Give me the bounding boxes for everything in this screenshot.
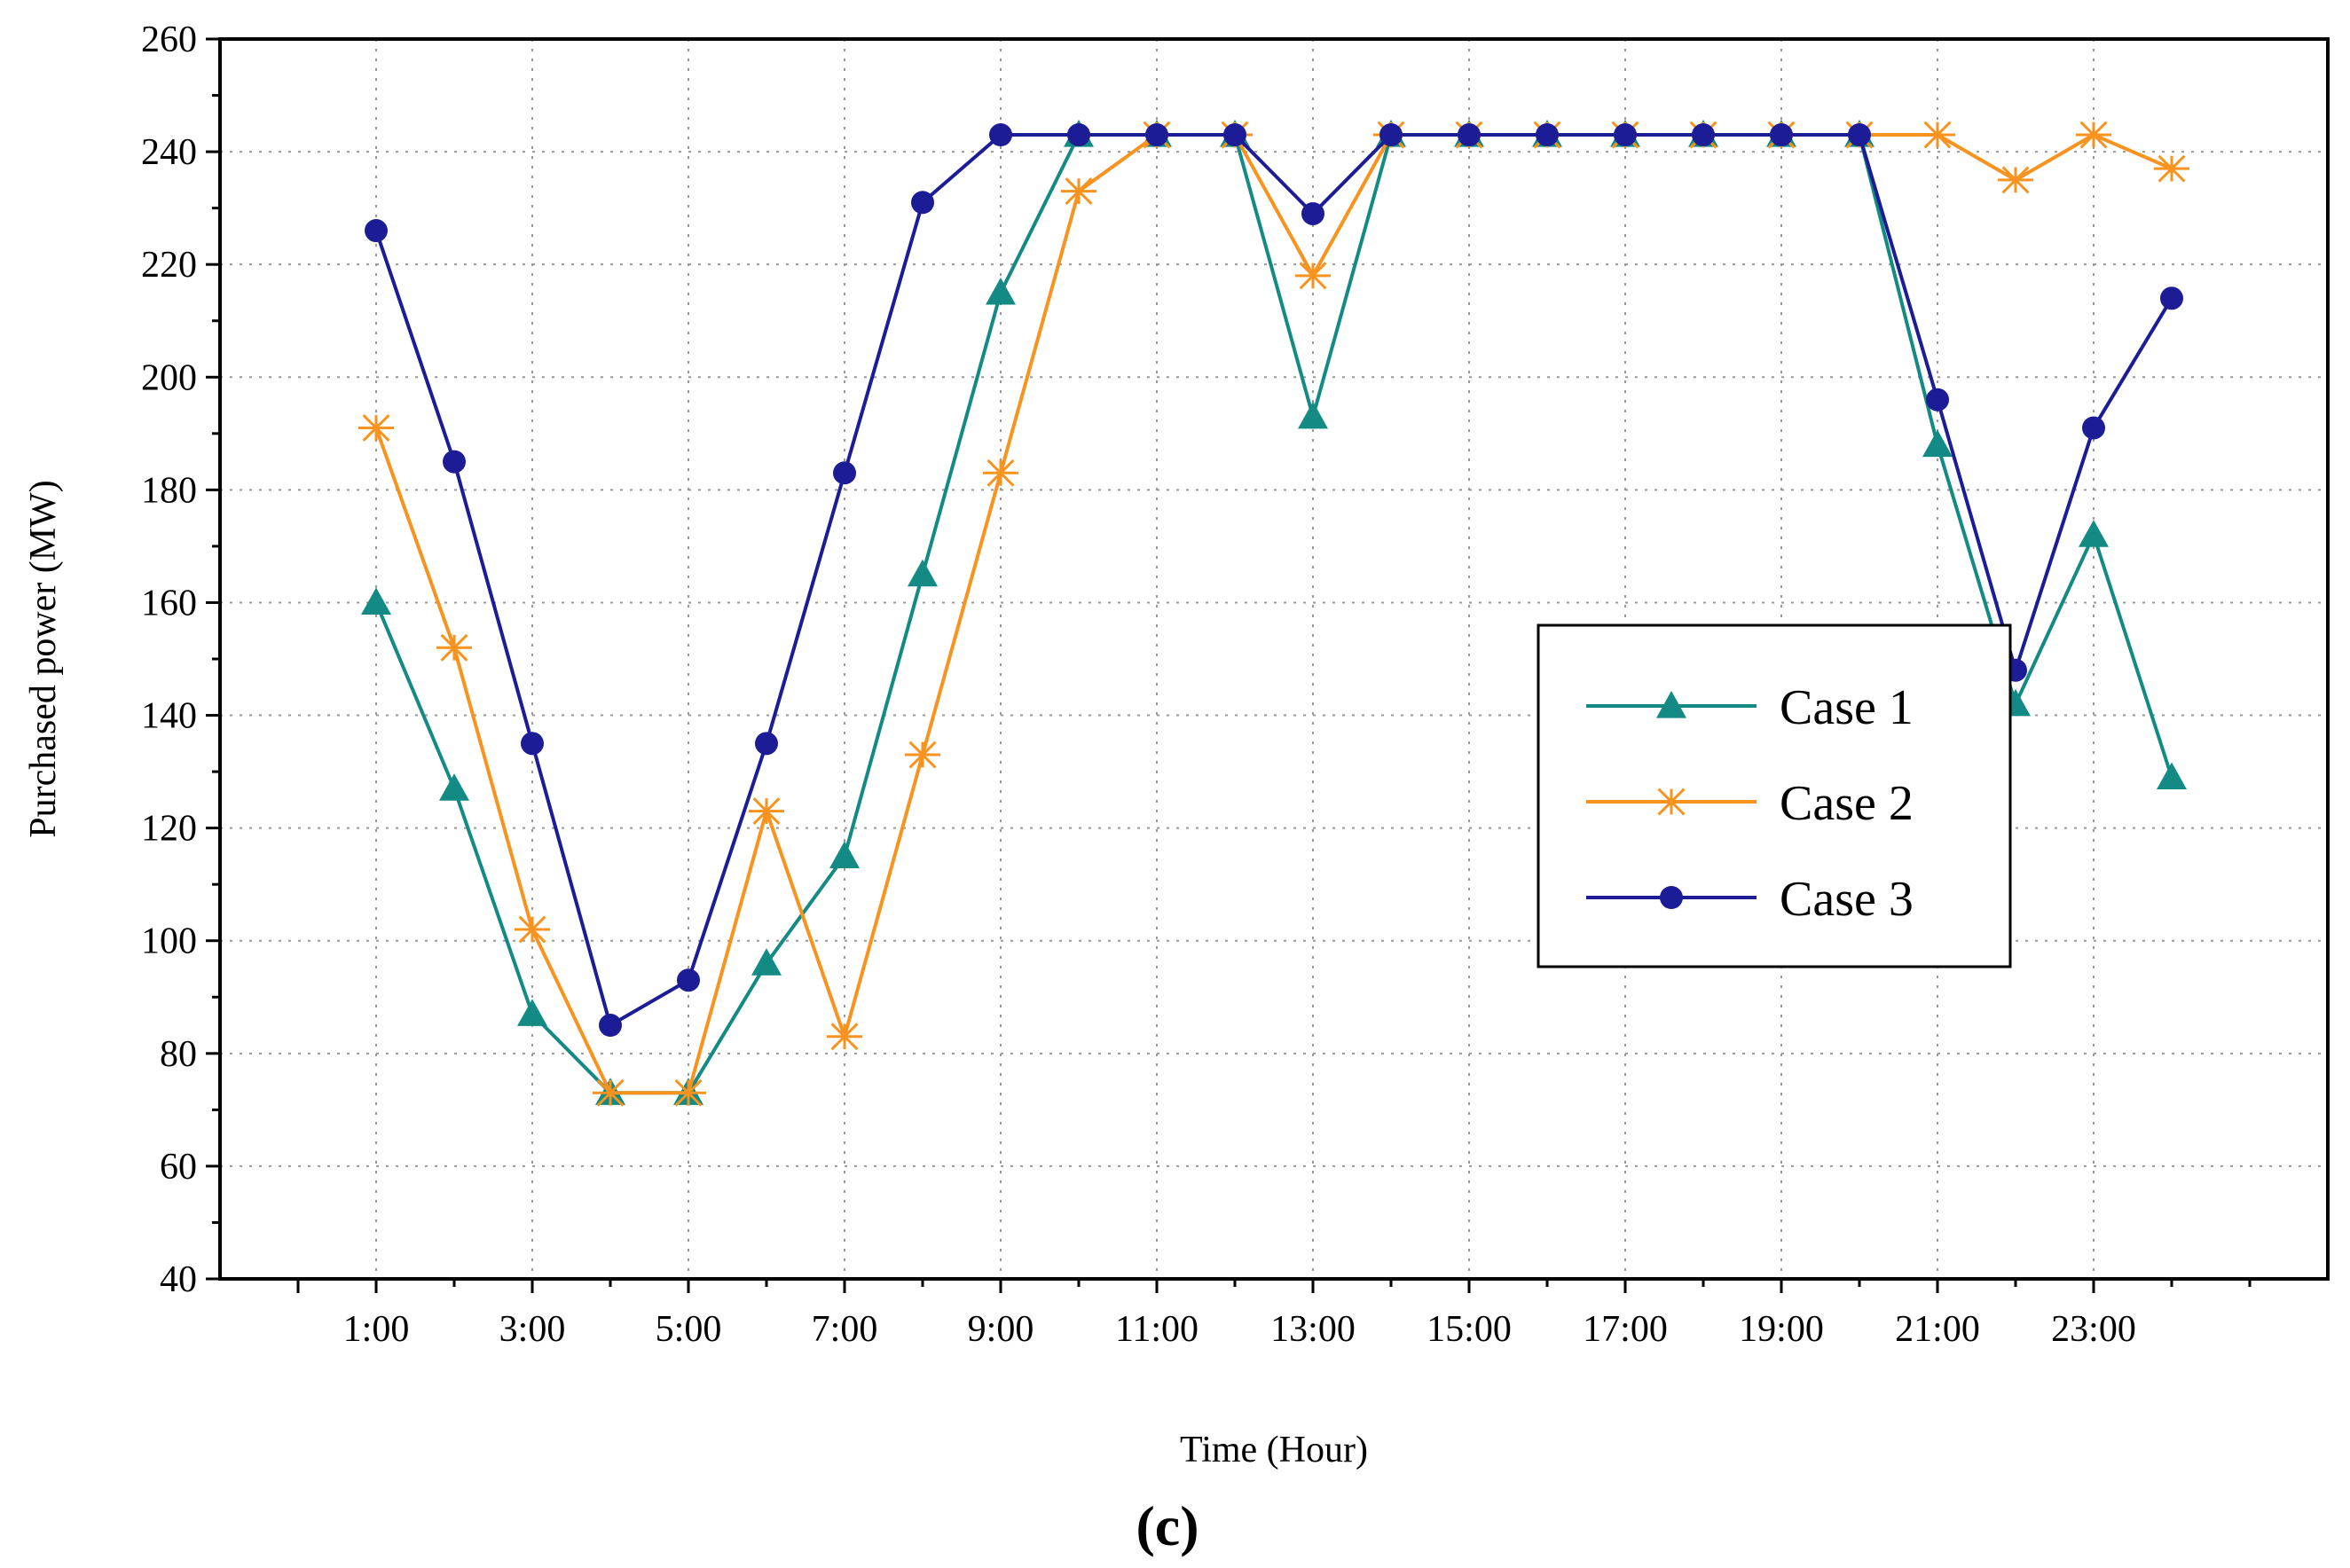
case-3-point (1926, 388, 1949, 412)
case-1-point (1298, 401, 1328, 429)
y-tick-label: 160 (141, 583, 197, 623)
case-2-point (983, 459, 1018, 487)
series-case-3 (365, 123, 2183, 1038)
case-1-point (2157, 762, 2187, 790)
x-tick-label: 11:00 (1115, 1309, 1199, 1350)
case-3-point (1458, 123, 1481, 147)
case-2-point (1295, 262, 1331, 290)
case-1-point (439, 773, 469, 801)
y-tick-label: 200 (141, 357, 197, 398)
legend: Case 1 Case 2 Case 3 (1537, 623, 2012, 968)
legend-label: Case 1 (1780, 680, 1914, 735)
legend-swatch-marker (1656, 691, 1686, 718)
case-3-point (521, 732, 544, 756)
axis-ticks: 40 60 80 100 120 140 160 180 200 220 240 260 1:00 3:0… (141, 20, 2252, 1350)
case-3-point (2082, 416, 2105, 440)
case-1-point (829, 841, 860, 869)
case-3-point (1770, 123, 1793, 147)
case-3-point (599, 1014, 622, 1038)
x-tick-label: 15:00 (1427, 1309, 1512, 1350)
figure-caption: (c) (1136, 1494, 1199, 1557)
y-tick-label: 120 (141, 809, 197, 850)
case-1-point (517, 999, 547, 1026)
y-tick-label: 80 (160, 1034, 197, 1075)
x-tick-label: 17:00 (1583, 1309, 1668, 1350)
case-1-point (908, 559, 938, 587)
case-2-point (436, 633, 472, 662)
case-1-point (2079, 520, 2109, 547)
x-tick-label: 1:00 (343, 1309, 410, 1350)
y-tick-label: 240 (141, 132, 197, 173)
y-tick-label: 140 (141, 696, 197, 737)
y-tick-label: 220 (141, 245, 197, 286)
grid (220, 39, 2328, 1279)
case-1-point (751, 948, 782, 976)
case-2-point (358, 414, 394, 442)
legend-item-case-3: Case 3 (1586, 872, 1914, 927)
case-2-point (749, 797, 784, 826)
case-3-point (1223, 123, 1246, 147)
legend-box (1537, 623, 2012, 968)
x-tick-label: 7:00 (812, 1309, 878, 1350)
case-2-point (2154, 154, 2189, 183)
case-2-point (515, 915, 550, 944)
y-tick-label: 60 (160, 1147, 197, 1188)
case-3-point (989, 123, 1012, 147)
case-2-point (905, 741, 940, 769)
x-tick-label: 13:00 (1270, 1309, 1356, 1350)
case-1-point (986, 277, 1016, 305)
x-tick-label: 3:00 (499, 1309, 566, 1350)
case-2-point (2076, 121, 2111, 149)
case-3-point (2160, 286, 2183, 310)
case-3-point (911, 191, 934, 215)
legend-item-case-2: Case 2 (1586, 776, 1914, 831)
case-3-point (1301, 201, 1324, 225)
x-tick-label: 5:00 (656, 1309, 722, 1350)
y-tick-label: 40 (160, 1259, 197, 1300)
case-3-point (1379, 123, 1403, 147)
case-2-point (1920, 121, 1955, 149)
x-tick-label: 9:00 (968, 1309, 1034, 1350)
case-2-point (671, 1078, 706, 1107)
x-tick-label: 23:00 (2051, 1309, 2136, 1350)
case-3-point (443, 450, 466, 474)
x-axis-title: Time (Hour) (1180, 1430, 1368, 1470)
y-tick-label: 100 (141, 921, 197, 962)
case-2-point (593, 1078, 628, 1107)
case-3-point (365, 219, 388, 243)
x-tick-label: 19:00 (1739, 1309, 1824, 1350)
case-3-point (1067, 123, 1090, 147)
case-3-point (833, 461, 856, 485)
case-3-point (755, 732, 778, 756)
legend-item-case-1: Case 1 (1586, 680, 1914, 735)
case-1-point (1922, 429, 1953, 458)
case-3-point (1848, 123, 1871, 147)
case-1-point (361, 587, 391, 615)
case-3-point (677, 968, 700, 992)
case-2-point (1061, 177, 1096, 206)
case-3-point (1536, 123, 1559, 147)
case-3-line (374, 133, 2173, 1028)
legend-swatch-marker (1654, 788, 1689, 816)
x-tick-label: 21:00 (1895, 1309, 1980, 1350)
legend-swatch-marker (1660, 886, 1683, 909)
case-3-point (1614, 123, 1637, 147)
case-2-point (827, 1023, 862, 1051)
y-axis-title: Purchased power (MW) (23, 480, 64, 838)
series-case-2 (358, 121, 2189, 1107)
y-tick-label: 260 (141, 20, 197, 60)
legend-label: Case 3 (1780, 872, 1914, 927)
y-tick-label: 180 (141, 470, 197, 511)
case-3-point (1145, 123, 1168, 147)
case-3-point (1692, 123, 1715, 147)
series-group (358, 120, 2189, 1107)
legend-label: Case 2 (1780, 776, 1914, 831)
case-2-point (1998, 166, 2033, 194)
